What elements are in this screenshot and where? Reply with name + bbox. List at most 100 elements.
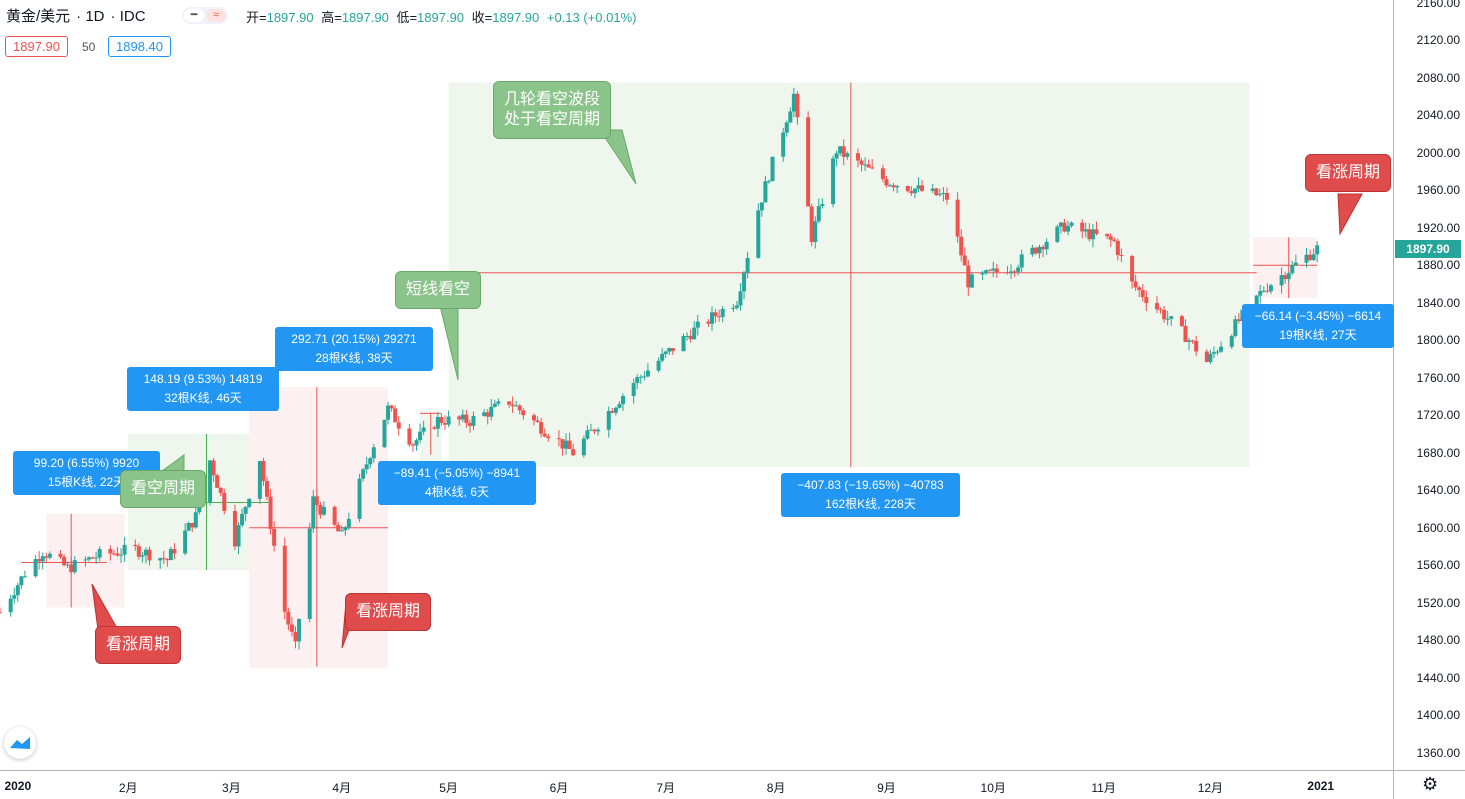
candle-body — [1261, 290, 1266, 292]
candle-body — [987, 270, 992, 272]
minus-icon[interactable]: ━ — [184, 9, 204, 22]
callout-short-bear[interactable]: 短线看空 — [395, 271, 482, 309]
candle-body — [1144, 297, 1149, 304]
candle-body — [318, 504, 323, 515]
candle-body — [1030, 247, 1035, 255]
price-axis[interactable]: 2160.00 2120.00 2080.00 2040.00 2000.00 1960.… — [1393, 0, 1465, 770]
candle-body — [97, 549, 102, 558]
candle-body — [140, 555, 145, 557]
callout-bear-cycle[interactable]: 看空周期 — [120, 470, 207, 508]
candle-body — [47, 553, 52, 558]
measure-label-4[interactable]: −89.41 (−5.05%) −8941 4根K线, 6天 — [378, 461, 536, 505]
candle-body — [1208, 353, 1213, 363]
candle-body — [731, 307, 736, 309]
candle-body — [517, 405, 522, 411]
candle-body — [1179, 316, 1184, 326]
time-tick-label: 6月 — [549, 781, 569, 795]
measure-label-3[interactable]: 292.71 (20.15%) 29271 28根K线, 38天 — [275, 327, 433, 371]
candle-body — [695, 321, 700, 328]
candle-body — [1130, 255, 1135, 282]
candle-body — [1083, 229, 1088, 232]
tradingview-logo-icon[interactable] — [4, 727, 36, 759]
candle-body — [710, 312, 714, 324]
candle-body — [321, 506, 326, 515]
candle-body — [243, 506, 248, 514]
candle-body — [1041, 246, 1046, 250]
time-axis[interactable]: 2020 2月 3月 4月 5月 6月 7月 8月 9月 10月 11月 12月 2021 — [0, 770, 1393, 799]
candle-body — [211, 460, 216, 476]
callout-bull-cycle-3[interactable]: 看涨周期 — [1305, 154, 1392, 192]
candle-body — [606, 411, 611, 430]
candle-body — [681, 336, 686, 352]
candle-body — [642, 376, 647, 378]
candle-body — [610, 411, 615, 413]
ohlc-open: 1897.90 — [266, 10, 314, 25]
candle-body — [539, 422, 544, 434]
candle-body — [485, 412, 490, 417]
candle-body — [293, 631, 298, 642]
candle-body — [414, 440, 419, 446]
candle-body — [364, 464, 369, 470]
symbol-header[interactable]: 黄金/美元 · 1D · IDC — [6, 8, 146, 25]
candle-body — [1286, 273, 1291, 280]
candle-body — [311, 496, 316, 529]
candle-body — [834, 153, 839, 159]
visibility-toggle[interactable]: ━ ≈ — [182, 7, 228, 24]
measure-label-2[interactable]: 148.19 (9.53%) 14819 32根K线, 46天 — [127, 367, 279, 411]
candle-body — [571, 449, 576, 456]
candle-body — [407, 428, 412, 445]
candle-body — [1094, 229, 1099, 234]
candle-body — [688, 335, 693, 340]
measure-label-6[interactable]: −66.14 (−3.45%) −6614 19根K线, 27天 — [1242, 304, 1394, 348]
candle-body — [692, 327, 697, 340]
candle-body — [713, 312, 718, 317]
candle-body — [282, 545, 287, 612]
time-tick-label: 3月 — [222, 781, 241, 795]
candle-body — [1009, 271, 1014, 274]
sell-price-button[interactable]: 1897.90 — [5, 36, 68, 57]
candle-body — [596, 429, 601, 432]
spread-value: 50 — [82, 40, 96, 54]
candle-body — [1105, 233, 1110, 237]
candle-body — [382, 419, 387, 448]
candle-body — [1037, 246, 1042, 254]
symbol-name[interactable]: 黄金/美元 — [6, 8, 71, 25]
candle-body — [841, 146, 846, 157]
candle-body — [464, 414, 469, 423]
candle-body — [418, 431, 423, 441]
buy-price-button[interactable]: 1898.40 — [108, 36, 171, 57]
settings-gear-icon[interactable]: ⚙ — [1422, 774, 1439, 794]
callout-bull-cycle-2[interactable]: 看涨周期 — [345, 593, 432, 631]
measure-label-5[interactable]: −407.83 (−19.65%) −40783 162根K线, 228天 — [781, 473, 960, 517]
candle-body — [1187, 340, 1192, 342]
cycle-zone — [448, 82, 1250, 467]
candle-body — [1254, 295, 1259, 307]
candle-body — [1311, 254, 1316, 260]
candle-body — [1066, 226, 1070, 232]
candle-body — [1012, 271, 1017, 273]
candle-body — [1194, 341, 1199, 352]
candle-body — [1019, 254, 1024, 268]
candle-body — [1268, 285, 1273, 292]
interval-label[interactable]: 1D — [85, 8, 105, 25]
candle-body — [1183, 325, 1188, 342]
candle-body — [884, 179, 889, 186]
candle-body — [759, 202, 764, 211]
candle-body — [617, 404, 622, 408]
price-chart[interactable] — [0, 0, 1393, 770]
callout-bull-cycle-1[interactable]: 看涨周期 — [95, 626, 182, 664]
candle-body — [1137, 287, 1142, 291]
candle-body — [289, 624, 294, 632]
candle-body — [1055, 226, 1060, 242]
price-tick-label: 1600.00 — [1416, 520, 1460, 535]
candle-body — [343, 527, 348, 531]
candle-body — [161, 558, 166, 560]
price-tick-label: 1760.00 — [1416, 370, 1460, 385]
callout-bear-waves[interactable]: 几轮看空波段 处于看空周期 — [493, 81, 612, 139]
price-tick-label: 1480.00 — [1416, 633, 1460, 648]
candle-body — [845, 153, 850, 157]
ohlc-change: +0.13 (+0.01%) — [546, 10, 637, 25]
candle-body — [1090, 229, 1095, 240]
wave-icon[interactable]: ≈ — [206, 9, 226, 22]
candle-body — [368, 458, 373, 465]
